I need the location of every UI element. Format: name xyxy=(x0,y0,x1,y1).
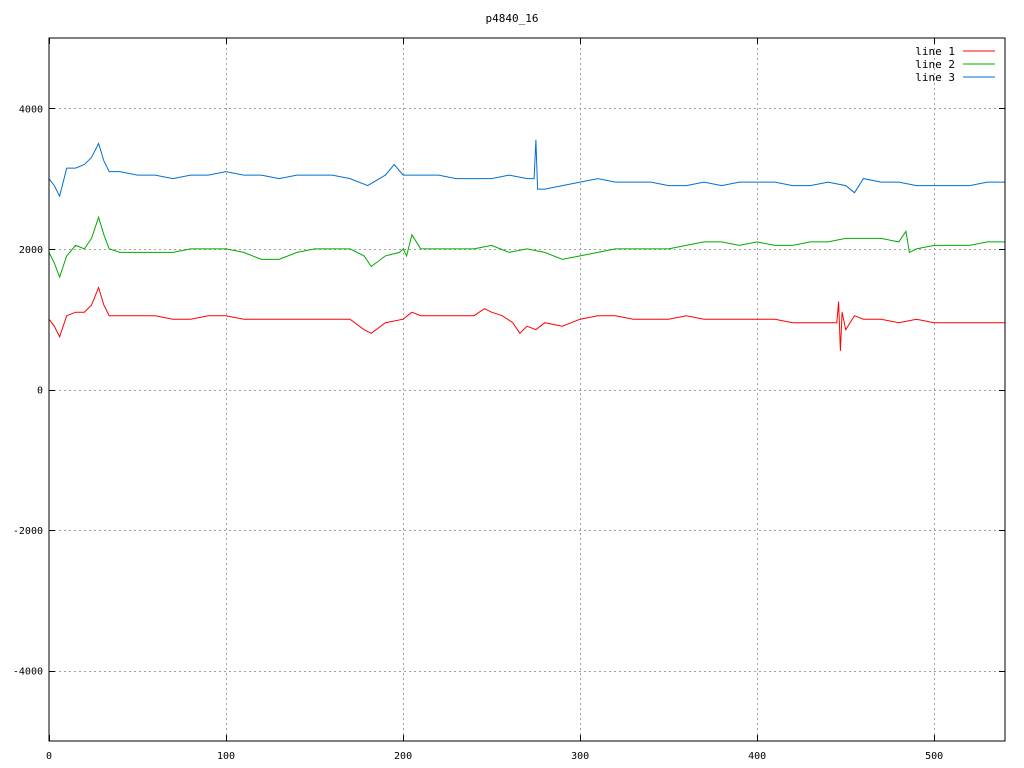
y-tick-label: 4000 xyxy=(19,104,43,115)
plot-frame xyxy=(48,37,1006,742)
axis-tick-labels: 0 100 200 300 400 500 -4000 -2000 0 2000 4000 xyxy=(13,104,943,762)
grid xyxy=(49,38,1005,741)
series-line-1 xyxy=(48,286,1005,351)
axis-ticks xyxy=(49,38,1005,741)
series-group xyxy=(48,139,1005,351)
y-tick-label: 0 xyxy=(37,386,43,397)
y-tick-label: -2000 xyxy=(13,526,43,537)
x-tick-label: 500 xyxy=(925,751,943,762)
x-tick-label: 100 xyxy=(217,751,235,762)
x-tick-label: 400 xyxy=(748,751,766,762)
x-tick-label: 200 xyxy=(394,751,412,762)
x-tick-label: 0 xyxy=(46,751,52,762)
y-tick-label: 2000 xyxy=(19,245,43,256)
legend-label: line 1 xyxy=(915,45,955,58)
chart-title: p4840_16 xyxy=(486,12,539,25)
legend-label: line 3 xyxy=(915,71,955,84)
series-line-2 xyxy=(48,215,1005,279)
legend-label: line 2 xyxy=(915,58,955,71)
y-tick-label: -4000 xyxy=(13,667,43,678)
x-tick-label: 300 xyxy=(571,751,589,762)
series-line-3 xyxy=(48,139,1005,198)
